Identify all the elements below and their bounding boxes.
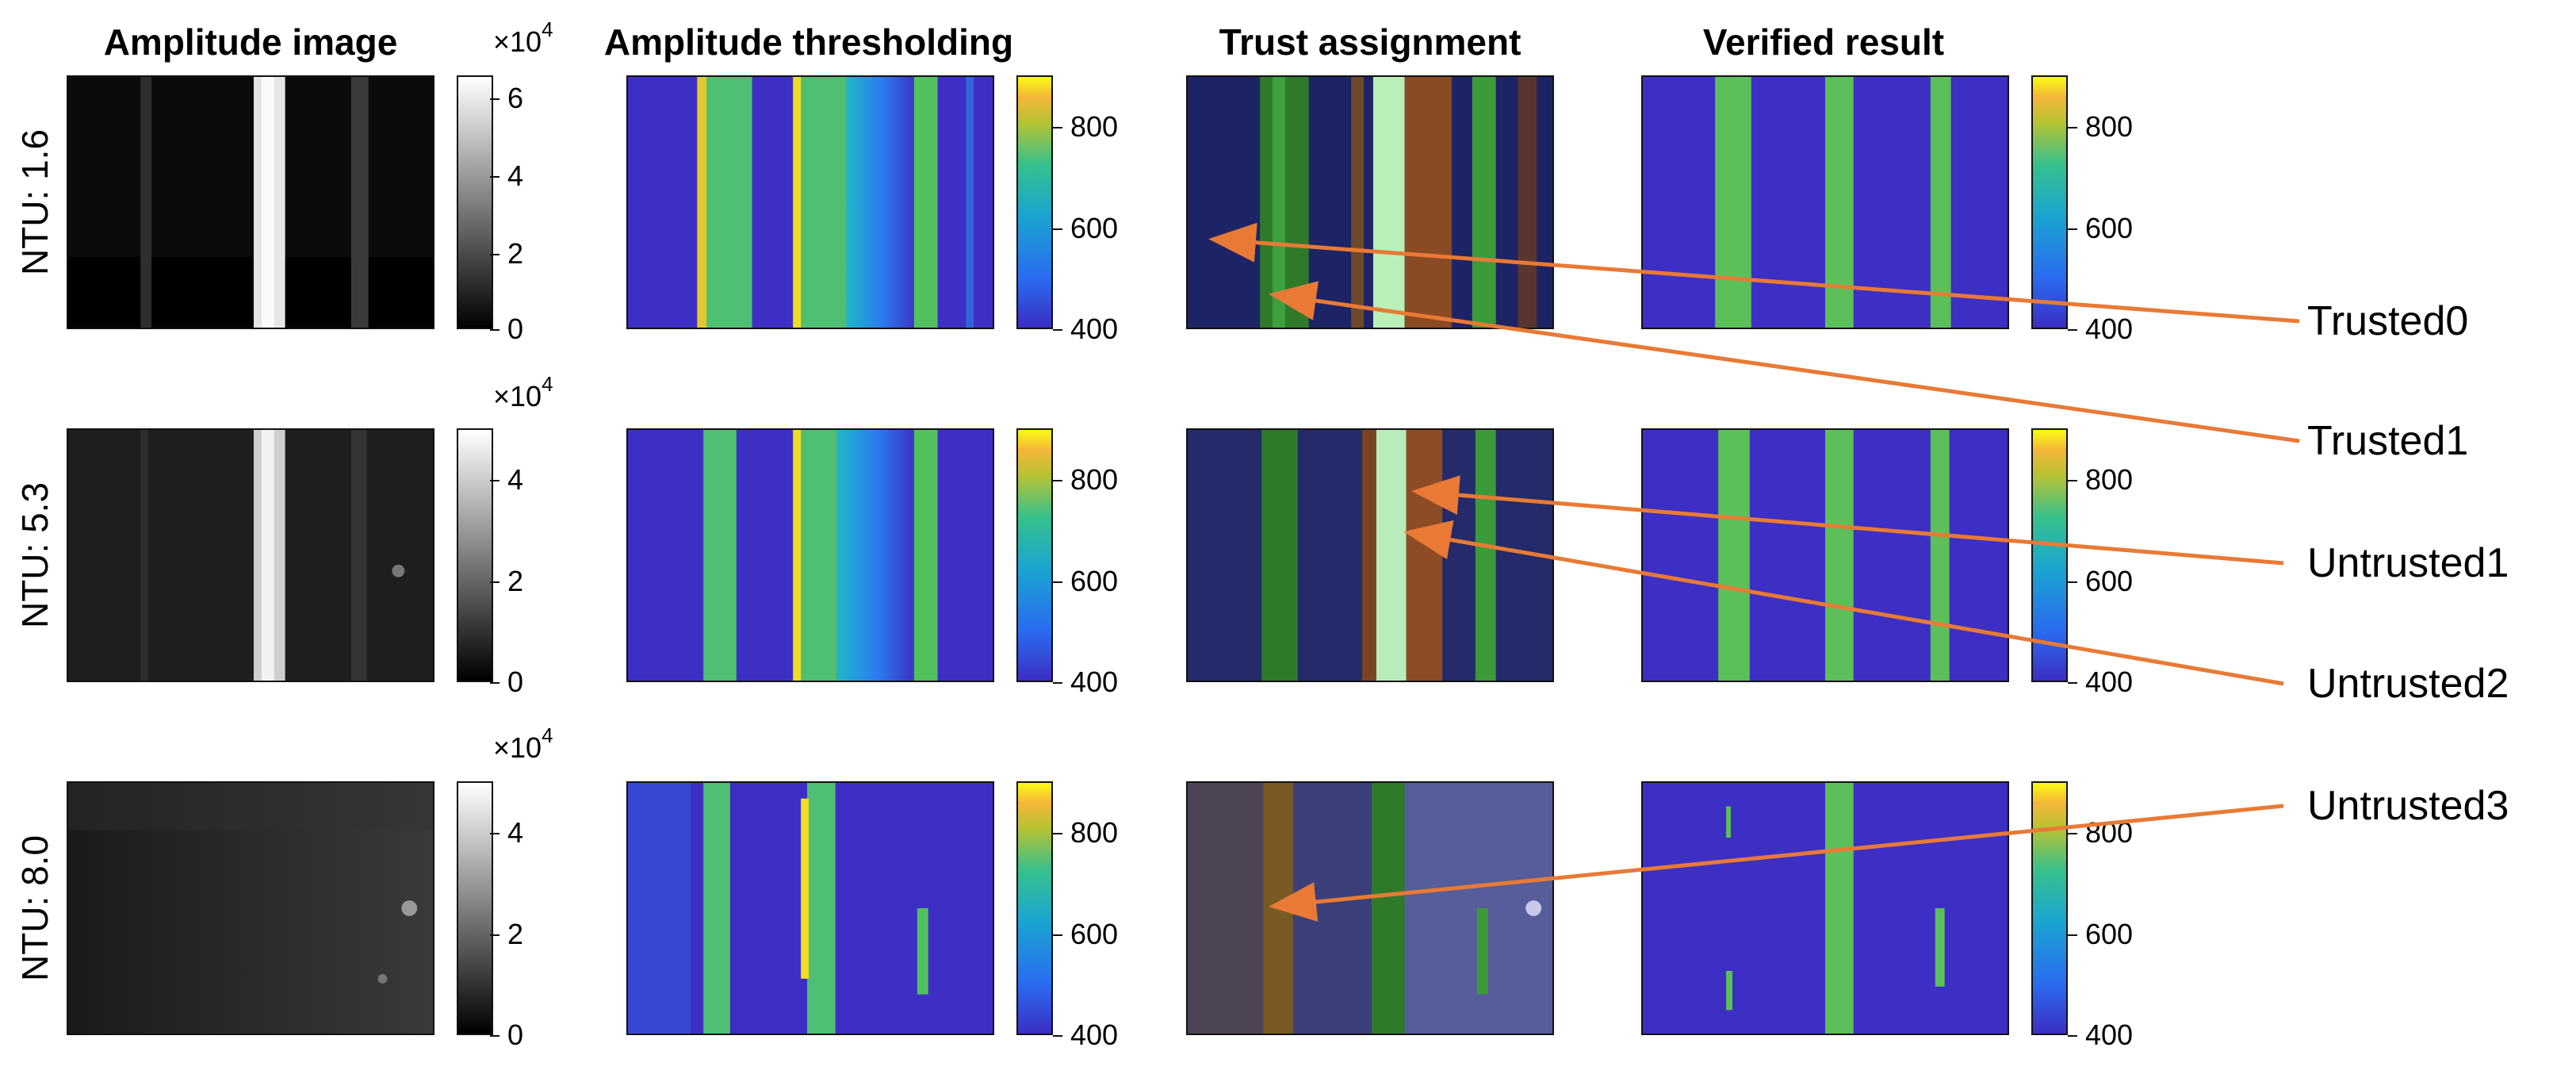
amplitude-image-row1	[67, 75, 434, 329]
row-label-ntu-8-0: NTU: 8.0	[14, 834, 56, 982]
threshold-panel-row3	[626, 781, 994, 1035]
cbar-tick-row1-verified: 400	[2067, 313, 2134, 345]
parula-colorbar-row2-verified	[2031, 428, 2068, 682]
amplitude-image-row3	[67, 781, 434, 1035]
cbar-tick-row1-verified: 600	[2067, 212, 2134, 244]
amplitude-colorbar-row1	[457, 75, 493, 329]
cbar-tick-row2-verified: 800	[2067, 463, 2134, 496]
trust-panel-row3	[1186, 781, 1554, 1035]
amp-tick-row3: 4	[489, 816, 524, 849]
cbar-tick-row2: 800	[1052, 463, 1119, 496]
callout-untrusted3: Untrusted3	[2307, 783, 2509, 829]
amp-tick-row3: 2	[489, 918, 524, 950]
amp-tick-row1: 0	[489, 313, 524, 345]
cbar-tick-row1-verified: 800	[2067, 110, 2134, 143]
verified-panel-row2	[1641, 428, 2009, 682]
trust-panel-row2	[1186, 428, 1554, 682]
cbar-tick-row2-verified: 400	[2067, 665, 2134, 698]
threshold-panel-row2	[626, 428, 994, 682]
cbar-tick-row3-verified: 400	[2067, 1018, 2134, 1051]
cbar-tick-row3: 600	[1052, 918, 1119, 950]
callout-trusted0: Trusted0	[2307, 298, 2469, 344]
column-title-amplitude-thresholding: Amplitude thresholding	[603, 21, 1014, 63]
cbar-tick-row2: 400	[1052, 665, 1119, 698]
cbar-tick-row1: 800	[1052, 110, 1119, 143]
row-label-ntu-1-6: NTU: 1.6	[14, 128, 56, 276]
trust-panel-row1	[1186, 75, 1554, 329]
cbar-tick-row1: 400	[1052, 313, 1119, 345]
row-label-ntu-5-3: NTU: 5.3	[14, 481, 56, 629]
amp-tick-row2: 4	[489, 463, 524, 496]
cbar-tick-row2: 600	[1052, 565, 1119, 597]
amp-tick-row1: 2	[489, 237, 524, 270]
parula-colorbar-row2	[1016, 428, 1053, 682]
verified-panel-row1	[1641, 75, 2009, 329]
parula-colorbar-row1	[1016, 75, 1053, 329]
column-title-trust-assignment: Trust assignment	[1219, 21, 1521, 63]
callout-untrusted2: Untrusted2	[2307, 661, 2509, 707]
amplitude-colorbar-row2	[457, 428, 493, 682]
amplitude-exponent-row3: ×104	[493, 723, 553, 764]
parula-colorbar-row3-verified	[2031, 781, 2068, 1035]
parula-colorbar-row1-verified	[2031, 75, 2068, 329]
callout-trusted1: Trusted1	[2307, 418, 2469, 464]
column-title-amplitude-image: Amplitude image	[103, 21, 398, 63]
threshold-panel-row1	[626, 75, 994, 329]
verified-panel-row3	[1641, 781, 2009, 1035]
amplitude-colorbar-row3	[457, 781, 493, 1035]
parula-colorbar-row3	[1016, 781, 1053, 1035]
amplitude-exponent-row2: ×104	[493, 372, 553, 412]
amplitude-image-row2	[67, 428, 434, 682]
cbar-tick-row1: 600	[1052, 212, 1119, 244]
amp-tick-row1: 6	[489, 82, 524, 114]
column-title-verified-result: Verified result	[1702, 21, 1945, 63]
cbar-tick-row3-verified: 600	[2067, 918, 2134, 950]
amplitude-exponent-row1: ×104	[493, 17, 553, 58]
cbar-tick-row3: 800	[1052, 816, 1119, 849]
amp-tick-row2: 2	[489, 565, 524, 597]
cbar-tick-row3-verified: 800	[2067, 816, 2134, 849]
amp-tick-row3: 0	[489, 1018, 524, 1051]
cbar-tick-row3: 400	[1052, 1018, 1119, 1051]
amp-tick-row1: 4	[489, 159, 524, 192]
callout-untrusted1: Untrusted1	[2307, 540, 2509, 586]
amp-tick-row2: 0	[489, 665, 524, 698]
cbar-tick-row2-verified: 600	[2067, 565, 2134, 597]
